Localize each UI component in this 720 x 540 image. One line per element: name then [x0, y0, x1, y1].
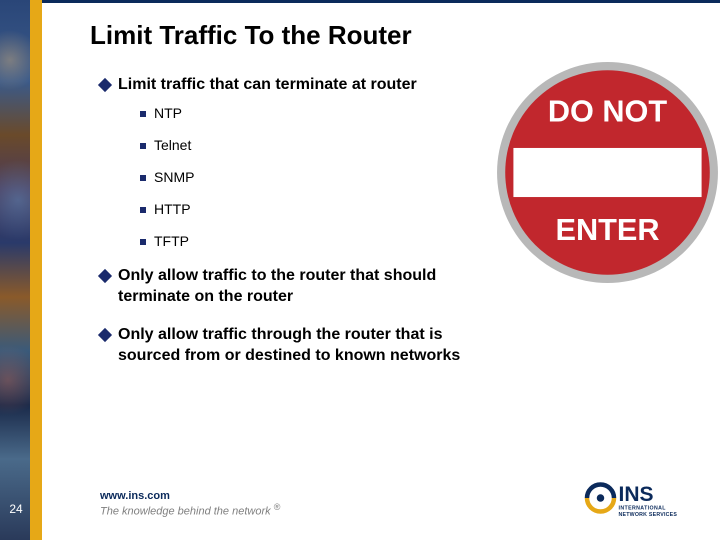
logo-sub1: INTERNATIONAL: [619, 505, 667, 511]
logo-text: INS: [619, 483, 654, 506]
square-bullet-icon: [140, 168, 154, 186]
square-bullet-icon: [140, 232, 154, 250]
sub-bullet-text: SNMP: [154, 169, 194, 185]
footer: www.ins.com The knowledge behind the net…: [100, 490, 280, 518]
sub-bullet-text: NTP: [154, 105, 182, 121]
bullet-level1: Only allow traffic through the router th…: [100, 325, 480, 367]
bullet-level2: HTTP: [140, 200, 480, 218]
bullet-level2: TFTP: [140, 232, 480, 250]
diamond-bullet-icon: [100, 75, 118, 95]
square-bullet-icon: [140, 104, 154, 122]
square-bullet-icon: [140, 136, 154, 154]
diamond-bullet-icon: [100, 325, 118, 345]
registered-mark: ®: [274, 502, 281, 512]
footer-url: www.ins.com: [100, 490, 280, 502]
sub-bullet-list: NTP Telnet SNMP HTTP TFTP: [140, 104, 480, 250]
logo-sub2: NETWORK SERVICES: [619, 512, 678, 518]
sign-line1: DO NOT: [548, 93, 668, 128]
bullet-text: Only allow traffic to the router that sh…: [118, 266, 480, 308]
content-area: Limit traffic that can terminate at rout…: [100, 75, 480, 385]
bullet-level2: NTP: [140, 104, 480, 122]
footer-tagline: The knowledge behind the network ®: [100, 502, 280, 518]
sub-bullet-text: HTTP: [154, 201, 191, 217]
bullet-level2: SNMP: [140, 168, 480, 186]
sub-bullet-text: Telnet: [154, 137, 191, 153]
gold-stripe: [30, 0, 42, 540]
page-number: 24: [6, 502, 26, 516]
sign-line2: ENTER: [556, 212, 660, 247]
square-bullet-icon: [140, 200, 154, 218]
top-border: [0, 0, 720, 3]
sub-bullet-text: TFTP: [154, 233, 189, 249]
bullet-text: Only allow traffic through the router th…: [118, 325, 480, 367]
diamond-bullet-icon: [100, 266, 118, 286]
bullet-level1: Only allow traffic to the router that sh…: [100, 266, 480, 308]
bullet-level1: Limit traffic that can terminate at rout…: [100, 75, 480, 96]
bullet-level2: Telnet: [140, 136, 480, 154]
do-not-enter-sign: DO NOT ENTER: [495, 60, 720, 285]
footer-tagline-text: The knowledge behind the network: [100, 506, 271, 518]
bullet-text: Limit traffic that can terminate at rout…: [118, 75, 417, 96]
ins-logo: INS INTERNATIONAL NETWORK SERVICES: [572, 474, 692, 522]
slide: 24 Limit Traffic To the Router Limit tra…: [0, 0, 720, 540]
slide-title: Limit Traffic To the Router: [90, 20, 412, 51]
sidebar-photo-strip: [0, 0, 30, 540]
